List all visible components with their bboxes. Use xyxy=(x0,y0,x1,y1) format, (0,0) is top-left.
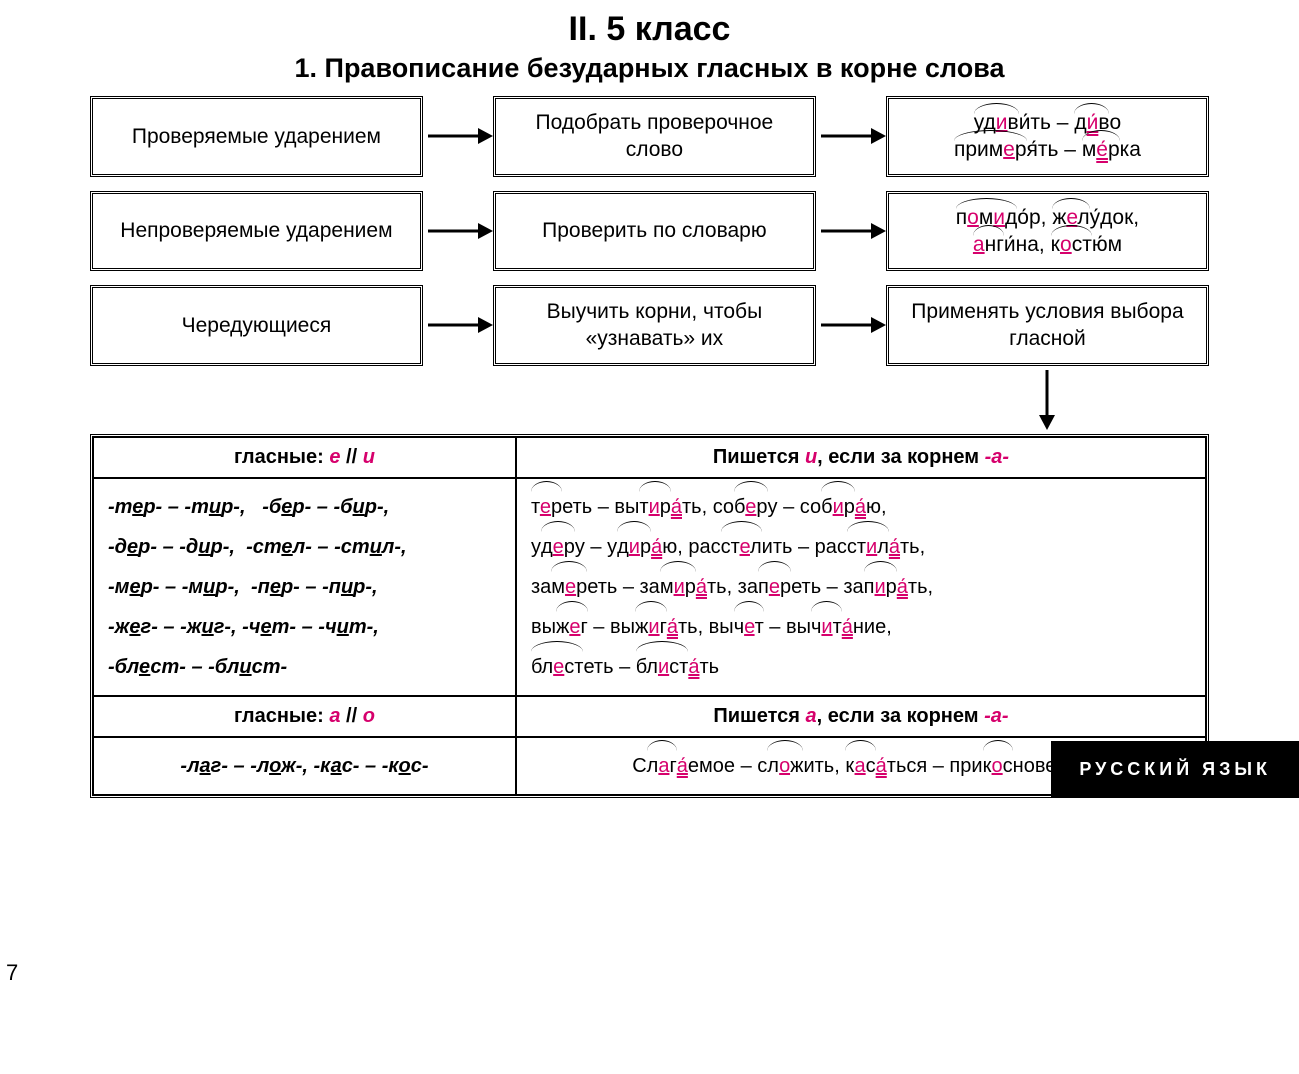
flow-diagram: Проверяемые ударением Подобрать провероч… xyxy=(90,96,1209,366)
sub-heading: 1. Правописание безударных гласных в кор… xyxy=(30,53,1269,84)
arrow-icon xyxy=(423,96,493,177)
flow-row-1: Проверяемые ударением Подобрать провероч… xyxy=(90,96,1209,177)
example-line: анги́на, костю́м xyxy=(973,231,1122,258)
header-vowels-ei: гласные: е // и xyxy=(93,437,516,478)
header-rule-ao: Пишется а, если за корнем -а- xyxy=(516,696,1206,737)
box-text: Выучить корни, чтобы «узнавать» их xyxy=(510,298,799,353)
roots-ei-cell: -тер- – -тир-, -бер- – -бир-, -дер- – -д… xyxy=(93,478,516,696)
box-checkable: Проверяемые ударением xyxy=(90,96,423,177)
arrow-icon xyxy=(816,96,886,177)
subject-tab: РУССКИЙ ЯЗЫК xyxy=(1051,741,1299,798)
table-row: -тер- – -тир-, -бер- – -бир-, -дер- – -д… xyxy=(93,478,1206,696)
box-text: Проверить по словарю xyxy=(542,217,766,244)
box-uncheckable: Непроверяемые ударением xyxy=(90,191,423,272)
down-arrow-icon xyxy=(30,370,1209,430)
box-example: удиви́ть – ди́во примеря́ть – ме́рка xyxy=(886,96,1209,177)
header-rule-ei: Пишется и, если за корнем -а- xyxy=(516,437,1206,478)
arrow-icon xyxy=(423,285,493,366)
box-text: Чередующиеся xyxy=(182,312,332,339)
examples-ei-cell: тереть – вытира́ть, соберу – собира́ю, у… xyxy=(516,478,1206,696)
box-text: Подобрать проверочное слово xyxy=(510,109,799,164)
table-row: -лаг- – -лож-, -кас- – -кос- Слага́емое … xyxy=(93,737,1206,795)
main-heading: II. 5 класс xyxy=(30,10,1269,49)
box-text: Непроверяемые ударением xyxy=(120,217,392,244)
header-vowels-ao: гласные: а // о xyxy=(93,696,516,737)
box-example: помидо́р, желу́док, анги́на, костю́м xyxy=(886,191,1209,272)
box-conditions: Применять условия выбора гласной xyxy=(886,285,1209,366)
box-text: Применять условия выбора гласной xyxy=(903,298,1192,353)
flow-row-3: Чередующиеся Выучить корни, чтобы «узнав… xyxy=(90,285,1209,366)
page-number: 7 xyxy=(6,960,18,986)
box-action: Подобрать проверочное слово xyxy=(493,96,816,177)
box-alternating: Чередующиеся xyxy=(90,285,423,366)
example-line: примеря́ть – ме́рка xyxy=(954,136,1141,163)
table-header-row: гласные: а // о Пишется а, если за корне… xyxy=(93,696,1206,737)
box-action: Выучить корни, чтобы «узнавать» их xyxy=(493,285,816,366)
arrow-icon xyxy=(423,191,493,272)
box-action: Проверить по словарю xyxy=(493,191,816,272)
rules-table: гласные: е // и Пишется и, если за корне… xyxy=(90,434,1209,798)
box-text: Проверяемые ударением xyxy=(132,123,381,150)
roots-ao-cell: -лаг- – -лож-, -кас- – -кос- xyxy=(93,737,516,795)
flow-row-2: Непроверяемые ударением Проверить по сло… xyxy=(90,191,1209,272)
table-header-row: гласные: е // и Пишется и, если за корне… xyxy=(93,437,1206,478)
arrow-icon xyxy=(816,285,886,366)
arrow-icon xyxy=(816,191,886,272)
